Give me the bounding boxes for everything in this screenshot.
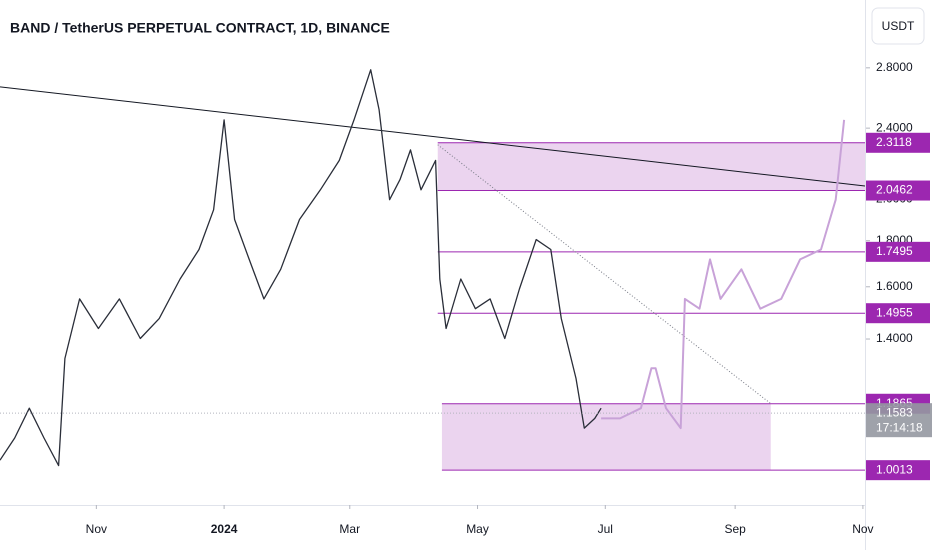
level-badge (866, 180, 930, 201)
last-price-label: 1.1583 (876, 405, 913, 419)
currency[interactable]: USDT (882, 19, 915, 33)
level-label: 2.3118 (876, 135, 912, 149)
x-tick-label: 2024 (211, 522, 238, 536)
price-line (0, 69, 602, 467)
currency-button[interactable] (871, 7, 925, 45)
price-line (601, 119, 846, 430)
level-label: 1.4955 (876, 305, 913, 319)
y-tick-label: 2.4000 (876, 120, 913, 134)
level-badge (866, 132, 930, 153)
level-label: 1.0013 (876, 462, 913, 476)
zone (437, 142, 865, 191)
x-tick-label: Jul (598, 522, 613, 536)
level-badge (866, 303, 930, 324)
countdown: 17:14:18 (876, 420, 923, 434)
level-label: 2.0462 (876, 183, 913, 197)
x-tick-label: Sep (724, 522, 746, 536)
y-tick-label: 1.6000 (876, 279, 913, 293)
chart-title: BAND / TetherUS PERPETUAL CONTRACT, 1D, … (10, 20, 390, 36)
x-tick-label: May (466, 522, 489, 536)
x-tick-label: Mar (339, 522, 360, 536)
y-tick-label: 1.4000 (876, 331, 913, 345)
last-price-badge (866, 403, 932, 438)
y-tick-label: 2.8000 (876, 60, 913, 74)
level-label: 1.7495 (876, 244, 913, 258)
trendline (0, 86, 866, 187)
x-tick-label: Nov (852, 522, 873, 536)
trendline (437, 144, 772, 404)
level-badge (866, 460, 930, 481)
level-badge (866, 241, 930, 262)
zone (441, 403, 771, 471)
x-tick-label: Nov (86, 522, 107, 536)
